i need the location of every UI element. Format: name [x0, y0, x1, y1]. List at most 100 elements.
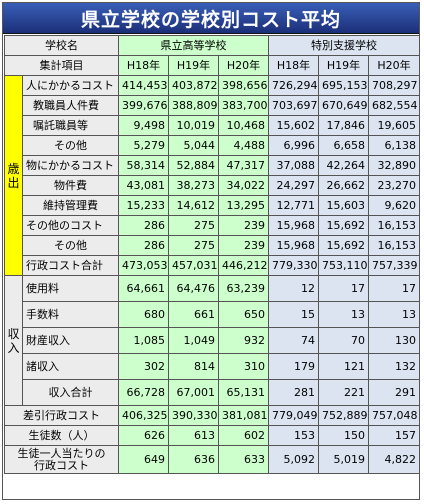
- value-cell: 15,968: [268, 235, 320, 256]
- table-row: 収入合計 66,728 67,001 65,131 281 221 291: [5, 379, 421, 406]
- table-row: 行政コスト合計 473,053 457,031 446,212 779,330 753,1…: [5, 255, 421, 276]
- value-cell: 753,110: [318, 255, 370, 276]
- table-row: 物件費 43,081 38,273 34,022 24,297 26,662 23,270: [5, 175, 421, 196]
- value-cell: 670,649: [318, 95, 370, 116]
- cost-table-panel: 県立学校の学校別コスト平均 学校名 県立高等学校 特別支援学校 集計項目 H18…: [2, 2, 421, 500]
- value-cell: 64,661: [118, 275, 169, 302]
- value-cell: 17,846: [318, 115, 370, 136]
- table-row: その他 5,279 5,044 4,488 6,996 6,658 6,138: [5, 135, 421, 156]
- value-cell: 221: [318, 379, 370, 406]
- value-cell: 302: [118, 353, 169, 380]
- value-cell: 15: [268, 301, 320, 328]
- year-header: H20年: [217, 55, 270, 76]
- value-cell: 626: [118, 425, 169, 446]
- value-cell: 6,138: [368, 135, 421, 156]
- value-cell: 179: [268, 353, 320, 380]
- value-cell: 65,131: [217, 379, 270, 406]
- value-cell: 473,053: [118, 255, 169, 276]
- row-label: 手数料: [22, 301, 119, 328]
- row-label: 生徒一人当たりの 行政コスト: [4, 445, 119, 474]
- value-cell: 682,554: [368, 95, 421, 116]
- value-cell: 239: [217, 215, 270, 236]
- value-cell: 38,273: [168, 175, 219, 196]
- year-header: H19年: [318, 55, 370, 76]
- value-cell: 757,339: [368, 255, 421, 276]
- value-cell: 121: [318, 353, 370, 380]
- category-header: 集計項目: [4, 55, 119, 76]
- value-cell: 67,001: [168, 379, 219, 406]
- row-label: 諸収入: [22, 353, 119, 380]
- table-row: 維持管理費 15,233 14,612 13,295 12,771 15,603 9,620: [5, 195, 421, 216]
- value-cell: 10,019: [168, 115, 219, 136]
- value-cell: 66,728: [118, 379, 169, 406]
- value-cell: 24,297: [268, 175, 320, 196]
- value-cell: 5,092: [268, 445, 320, 474]
- value-cell: 757,048: [368, 405, 421, 426]
- row-label: 行政コスト合計: [22, 255, 119, 276]
- value-cell: 15,233: [118, 195, 169, 216]
- value-cell: 602: [217, 425, 270, 446]
- year-header: H19年: [168, 55, 219, 76]
- value-cell: 15,603: [318, 195, 370, 216]
- value-cell: 779,330: [268, 255, 320, 276]
- value-cell: 286: [118, 215, 169, 236]
- value-cell: 6,658: [318, 135, 370, 156]
- value-cell: 26,662: [318, 175, 370, 196]
- value-cell: 37,088: [268, 155, 320, 176]
- value-cell: 286: [118, 235, 169, 256]
- value-cell: 661: [168, 301, 219, 328]
- value-cell: 12,771: [268, 195, 320, 216]
- value-cell: 457,031: [168, 255, 219, 276]
- row-label: 嘱託職員等: [22, 115, 119, 136]
- row-label: 維持管理費: [22, 195, 119, 216]
- value-cell: 239: [217, 235, 270, 256]
- value-cell: 695,153: [318, 75, 370, 96]
- year-header: H18年: [118, 55, 169, 76]
- row-label: 物にかかるコスト: [22, 155, 119, 176]
- value-cell: 275: [168, 215, 219, 236]
- value-cell: 32,890: [368, 155, 421, 176]
- value-cell: 15,602: [268, 115, 320, 136]
- value-cell: 47,317: [217, 155, 270, 176]
- value-cell: 414,453: [118, 75, 169, 96]
- table-row: 生徒一人当たりの 行政コスト 649 636 633 5,092 5,019 4,822: [4, 445, 421, 474]
- value-cell: 63,239: [217, 275, 270, 302]
- row-label: その他のコスト: [22, 215, 119, 236]
- value-cell: 17: [368, 275, 421, 302]
- value-cell: 15,968: [268, 215, 320, 236]
- table-row: 財産収入 1,085 1,049 932 74 70 130: [5, 327, 421, 354]
- school-name-header: 学校名: [4, 35, 119, 56]
- table-row: 差引行政コスト 406,325 390,330 381,081 779,049 752,8…: [4, 405, 421, 426]
- value-cell: 5,019: [318, 445, 370, 474]
- value-cell: 779,049: [268, 405, 320, 426]
- value-cell: 680: [118, 301, 169, 328]
- value-cell: 9,498: [118, 115, 169, 136]
- table-row: その他のコスト 286 275 239 15,968 15,692 16,153: [5, 215, 421, 236]
- row-label: 教職員人件費: [22, 95, 119, 116]
- row-label: 人にかかるコスト: [22, 75, 119, 96]
- value-cell: 34,022: [217, 175, 270, 196]
- value-cell: 64,476: [168, 275, 219, 302]
- value-cell: 390,330: [168, 405, 219, 426]
- value-cell: 388,809: [168, 95, 219, 116]
- value-cell: 650: [217, 301, 270, 328]
- table-row: その他 286 275 239 15,968 15,692 16,153: [5, 235, 421, 256]
- value-cell: 157: [368, 425, 421, 446]
- value-cell: 132: [368, 353, 421, 380]
- table-row: 生徒数（人） 626 613 602 153 150 157: [4, 425, 421, 446]
- table-row: 物にかかるコスト 58,314 52,884 47,317 37,088 42,264 32…: [5, 155, 421, 176]
- row-label: 使用料: [22, 275, 119, 302]
- value-cell: 310: [217, 353, 270, 380]
- value-cell: 70: [318, 327, 370, 354]
- value-cell: 13,295: [217, 195, 270, 216]
- year-header: H20年: [368, 55, 421, 76]
- value-cell: 14,612: [168, 195, 219, 216]
- value-cell: 52,884: [168, 155, 219, 176]
- value-cell: 23,270: [368, 175, 421, 196]
- value-cell: 708,297: [368, 75, 421, 96]
- table-row: 収入使用料 64,661 64,476 63,239 12 17 17: [4, 275, 421, 406]
- value-cell: 5,279: [118, 135, 169, 156]
- row-label: 財産収入: [22, 327, 119, 354]
- value-cell: 13: [318, 301, 370, 328]
- row-label: その他: [22, 135, 119, 156]
